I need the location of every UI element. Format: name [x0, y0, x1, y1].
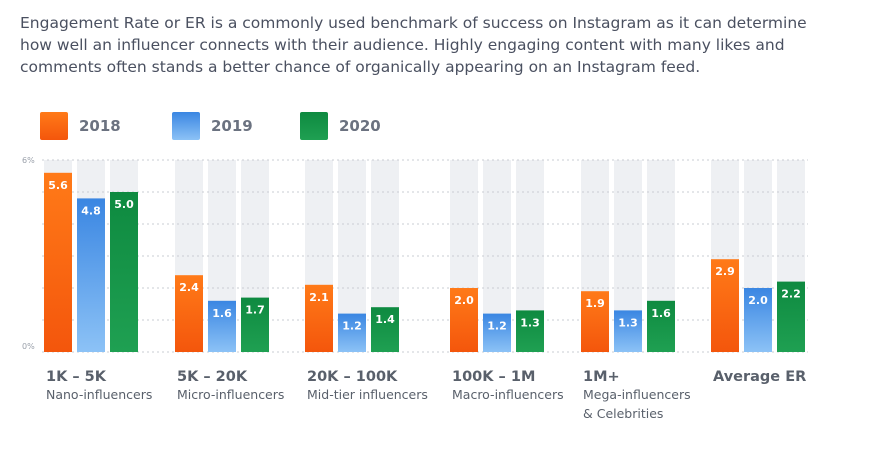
bar-2018-1 — [44, 172, 72, 352]
category-subtitle: & Celebrities — [583, 406, 663, 421]
legend-swatch-2019 — [172, 112, 200, 140]
intro-paragraph: Engagement Rate or ER is a commonly used… — [20, 14, 807, 76]
category-subtitle: Micro-influencers — [177, 387, 284, 402]
legend-label-2020: 2020 — [339, 117, 381, 135]
data-label: 5.6 — [48, 179, 68, 192]
category-subtitle: Mega-influencers — [583, 387, 691, 402]
data-label: 2.4 — [179, 281, 199, 294]
data-label: 1.2 — [342, 320, 362, 333]
data-label: 2.2 — [781, 288, 801, 301]
category-subtitle: Nano-influencers — [46, 387, 152, 402]
data-label: 2.1 — [309, 291, 329, 304]
category-subtitle: Macro-influencers — [452, 387, 564, 402]
bar-2020-6 — [777, 281, 805, 352]
category-title: 100K – 1M — [452, 369, 535, 385]
data-label: 5.0 — [114, 198, 134, 211]
bar-2018-5 — [581, 291, 609, 352]
bar-2020-5 — [647, 300, 675, 352]
category-title: 1M+ — [583, 369, 620, 385]
legend-label-2018: 2018 — [79, 117, 121, 135]
y-tick-label: 0% — [22, 342, 35, 351]
chart-legend: 2018 2019 2020 — [40, 112, 460, 140]
data-label: 1.7 — [245, 304, 265, 317]
data-label: 1.4 — [375, 313, 395, 326]
legend-label-2019: 2019 — [211, 117, 253, 135]
bar-2019-3 — [338, 313, 366, 352]
bar-2018-3 — [305, 284, 333, 352]
data-label: 1.9 — [585, 297, 605, 310]
data-label: 2.0 — [454, 294, 474, 307]
category-title: 1K – 5K — [46, 369, 107, 385]
y-tick-label: 6% — [22, 156, 35, 165]
bar-2018-2 — [175, 275, 203, 352]
bar-2018-6 — [711, 259, 739, 352]
bar-2020-1 — [110, 192, 138, 352]
data-label: 4.8 — [81, 204, 101, 217]
data-label: 2.0 — [748, 294, 768, 307]
bar-2019-6 — [744, 288, 772, 352]
category-title: 5K – 20K — [177, 369, 248, 385]
bar-2019-5 — [614, 310, 642, 352]
category-subtitle: Mid-tier influencers — [307, 387, 428, 402]
data-label: 1.2 — [487, 320, 507, 333]
bar-2020-2 — [241, 297, 269, 352]
legend-swatch-2018 — [40, 112, 68, 140]
data-label: 2.9 — [715, 265, 735, 278]
legend-swatch-2020 — [300, 112, 328, 140]
bar-2020-4 — [516, 310, 544, 352]
bar-2019-4 — [483, 313, 511, 352]
bar-2018-4 — [450, 288, 478, 352]
data-label: 1.6 — [212, 307, 232, 320]
data-label: 1.3 — [520, 316, 540, 329]
bar-2019-2 — [208, 300, 236, 352]
category-title: Average ER — [713, 369, 806, 385]
data-label: 1.6 — [651, 307, 671, 320]
data-label: 1.3 — [618, 316, 638, 329]
bar-2020-3 — [371, 307, 399, 352]
category-title: 20K – 100K — [307, 369, 398, 385]
bar-2019-1 — [77, 198, 105, 352]
